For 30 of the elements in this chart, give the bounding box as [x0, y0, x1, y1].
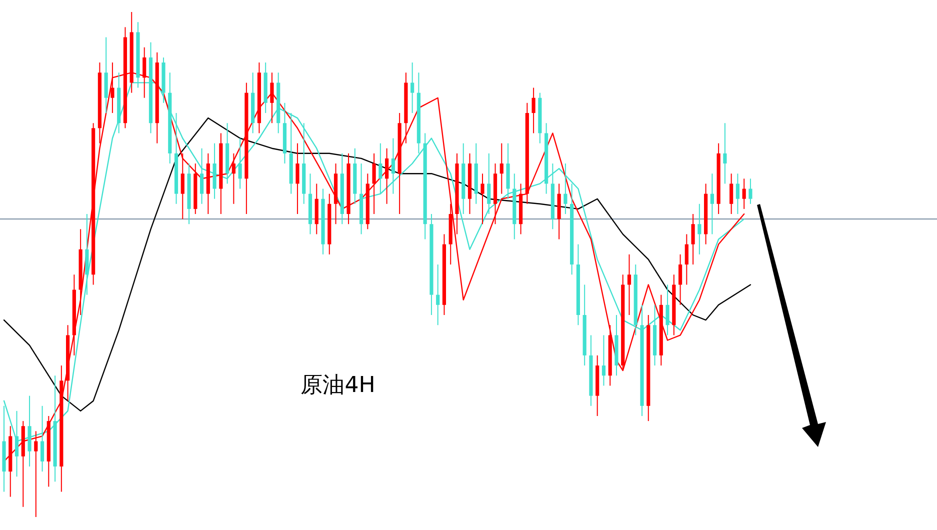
candlestick	[378, 142, 382, 194]
candlestick	[666, 284, 670, 336]
candlestick	[232, 152, 236, 204]
candlestick	[698, 203, 702, 255]
candlestick	[180, 152, 184, 220]
candlestick	[730, 173, 734, 214]
candlestick	[372, 152, 376, 214]
candlestick	[602, 334, 606, 386]
candlestick	[684, 234, 688, 286]
candlestick	[691, 214, 695, 265]
candlestick	[296, 142, 300, 214]
candlestick	[385, 148, 389, 204]
candlestick	[410, 62, 414, 114]
candlestick	[736, 173, 740, 214]
candlestick	[436, 264, 440, 326]
candlestick	[480, 173, 484, 225]
candlestick	[627, 254, 632, 316]
candlestick	[742, 178, 746, 210]
candlestick	[678, 254, 682, 306]
candlestick	[564, 163, 568, 214]
candlestick	[748, 178, 752, 204]
candlestick	[391, 138, 395, 194]
candlestick	[532, 87, 536, 134]
candlestick	[723, 122, 727, 184]
candlestick	[238, 138, 242, 190]
candlestick	[500, 142, 504, 194]
candlestick	[710, 173, 714, 235]
candlestick	[200, 148, 204, 204]
candlestick	[487, 152, 491, 214]
text: 原油4H	[300, 373, 376, 398]
